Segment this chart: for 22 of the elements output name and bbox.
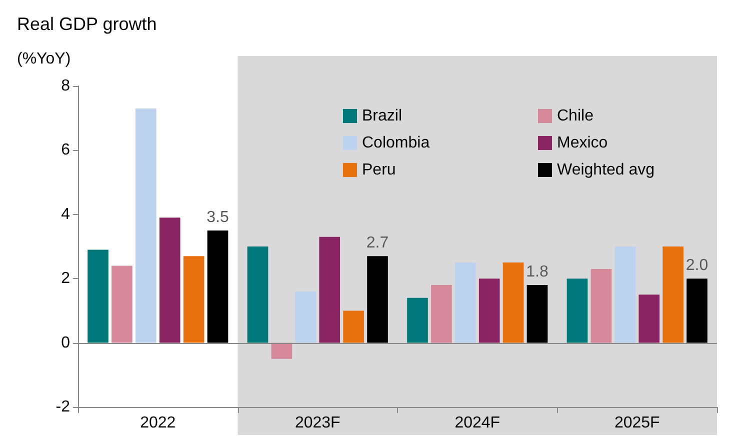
legend-label: Colombia [362, 134, 430, 152]
y-tick-label: 4 [61, 206, 70, 223]
data-label: 2.7 [366, 234, 389, 252]
x-tick-label: 2025F [614, 414, 660, 432]
y-axis-title: (%YoY) [17, 50, 71, 68]
data-label: 3.5 [206, 208, 229, 226]
x-tick-label: 2022 [140, 414, 176, 432]
y-tick-label: 6 [61, 142, 70, 159]
y-tick-label: -2 [56, 398, 70, 416]
legend-label: Brazil [362, 108, 402, 124]
y-tick-label: 0 [61, 334, 70, 352]
y-tick-label: 8 [61, 78, 70, 94]
x-tick-label: 2024F [454, 414, 500, 432]
legend-label: Peru [362, 162, 396, 178]
chart-title: Real GDP growth [17, 14, 157, 34]
legend-label: Chile [557, 108, 594, 124]
data-label: 1.8 [526, 264, 548, 281]
legend-label: Weighted avg [557, 162, 655, 178]
x-tick-label: 2023F [294, 414, 341, 432]
y-tick-label: 2 [61, 270, 70, 288]
data-label: 2.0 [686, 257, 708, 274]
legend-label: Mexico [557, 134, 608, 152]
